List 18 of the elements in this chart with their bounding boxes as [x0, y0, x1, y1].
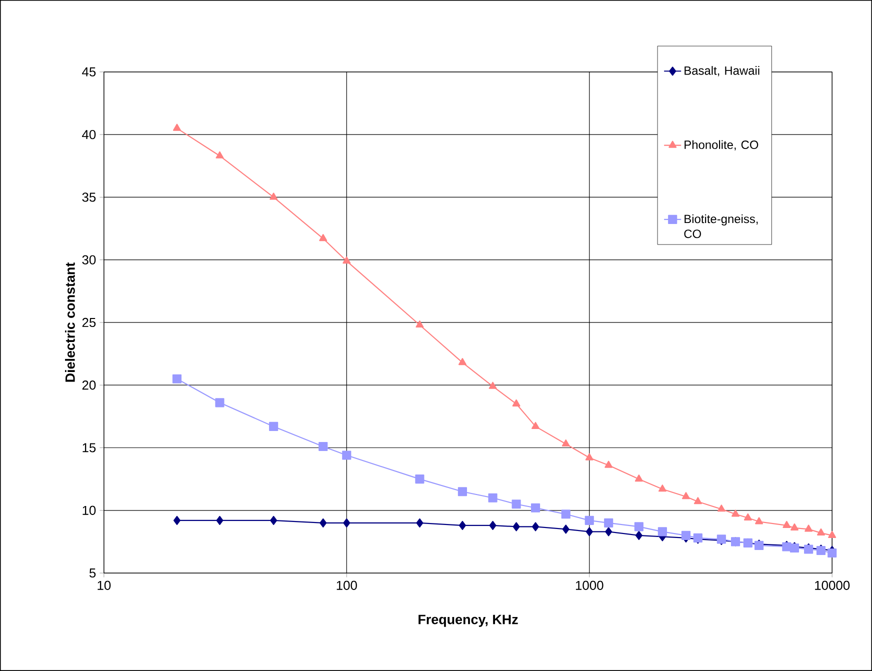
legend-label: Basalt, Hawaii [684, 66, 760, 76]
y-tick-label: 20 [82, 380, 96, 390]
y-tick-label: 5 [89, 568, 96, 578]
legend-label: Biotite-gneiss, CO [684, 214, 758, 238]
x-tick-label: 10000 [815, 580, 850, 590]
legend-label: Phonolite, CO [684, 140, 758, 150]
y-tick-label: 35 [82, 192, 96, 202]
y-tick-label: 30 [82, 255, 96, 264]
y-tick-label: 45 [82, 67, 96, 76]
x-tick-label: 1000 [576, 580, 604, 590]
y-tick-label: 40 [82, 130, 96, 140]
x-axis-title: Frequency, KHz [418, 614, 518, 627]
y-tick-label: 25 [82, 318, 96, 328]
y-axis-title: Dielectric constant [65, 262, 75, 382]
x-tick-label: 100 [336, 580, 357, 590]
x-tick-label: 10 [98, 580, 111, 590]
y-tick-label: 15 [82, 443, 96, 452]
y-tick-label: 10 [82, 506, 96, 515]
